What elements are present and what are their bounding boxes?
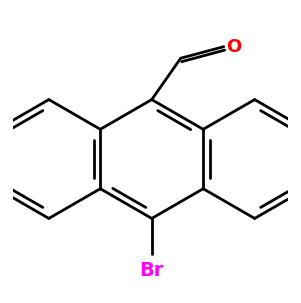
Text: O: O [226, 38, 241, 56]
Text: Br: Br [140, 261, 164, 280]
